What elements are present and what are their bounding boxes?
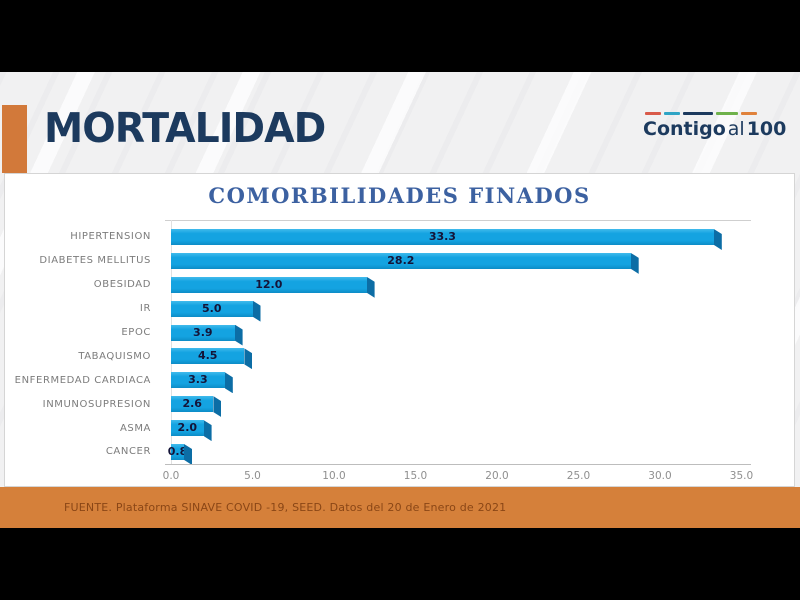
bar-value-label: 4.5 bbox=[197, 349, 218, 363]
bar-zone: 3.9 bbox=[171, 324, 794, 341]
slide-content-area: MORTALIDAD Contigo al 100 COMORBILIDADES F… bbox=[0, 72, 800, 528]
category-label: OBESIDAD bbox=[93, 279, 151, 291]
chart-row: ASMA 2.0 bbox=[5, 416, 794, 440]
bar-zone: 28.2 bbox=[171, 252, 794, 269]
contigo-al-100-logo: Contigo al 100 bbox=[643, 112, 786, 140]
bar-value-label: 12.0 bbox=[255, 277, 283, 291]
bar-zone: 33.3 bbox=[171, 228, 794, 245]
bar-zone: 5.0 bbox=[171, 300, 794, 317]
category-label: DIABETES MELLITUS bbox=[39, 255, 151, 267]
x-tick-label: 5.0 bbox=[244, 470, 261, 482]
chart-rows: HIPERTENSION 33.3 DIABETES MELLITUS 28.2 OBE… bbox=[5, 225, 794, 464]
chart-row: EPOC 3.9 bbox=[5, 321, 794, 345]
bar-zone: 2.0 bbox=[171, 420, 794, 437]
x-tick-label: 10.0 bbox=[322, 470, 346, 482]
bar-value-label: 28.2 bbox=[387, 253, 415, 267]
x-tick-label: 0.0 bbox=[162, 470, 180, 482]
category-label: INMUNOSUPRESION bbox=[42, 398, 151, 410]
page-title: MORTALIDAD bbox=[44, 104, 326, 152]
bar: 3.3 bbox=[171, 372, 225, 389]
logo-text-100: 100 bbox=[746, 118, 787, 140]
x-axis-ticks: 0.0 5.0 10.0 15.0 20.0 25.0 30.0 35.0 bbox=[5, 470, 794, 484]
x-tick-label: 15.0 bbox=[403, 470, 428, 482]
bar-value-label: 3.3 bbox=[188, 373, 208, 387]
bar-value-label: 3.9 bbox=[193, 325, 213, 339]
logo-dash-red bbox=[645, 112, 661, 115]
chart-title: COMORBILIDADES FINADOS bbox=[208, 183, 591, 208]
bar-value-label: 33.3 bbox=[428, 229, 456, 243]
source-note: FUENTE. Plataforma SINAVE COVID -19, SEE… bbox=[64, 501, 507, 514]
logo-dashes-decoration bbox=[645, 112, 768, 115]
logo-text-al: al bbox=[727, 118, 745, 140]
bar: 5.0 bbox=[171, 300, 253, 317]
footer-band: FUENTE. Plataforma SINAVE COVID -19, SEE… bbox=[0, 487, 800, 528]
bar-value-label: 5.0 bbox=[202, 301, 222, 315]
x-tick-label: 25.0 bbox=[566, 470, 591, 482]
category-label: ASMA bbox=[119, 422, 151, 434]
chart-row: INMUNOSUPRESION 2.6 bbox=[5, 392, 794, 416]
logo-text: Contigo al 100 bbox=[643, 118, 786, 140]
chart-row: IR 5.0 bbox=[5, 297, 794, 321]
category-label: ENFERMEDAD CARDIACA bbox=[14, 374, 151, 386]
category-label: CANCER bbox=[105, 446, 151, 458]
bar-value-label: 0.8 bbox=[167, 444, 188, 458]
bar: 28.2 bbox=[171, 252, 631, 269]
bar-zone: 12.0 bbox=[171, 276, 794, 293]
bar: 33.3 bbox=[171, 228, 714, 245]
bar: 2.0 bbox=[171, 420, 204, 437]
bar-value-label: 2.0 bbox=[177, 421, 198, 435]
logo-dash-green bbox=[716, 112, 738, 115]
x-tick-label: 20.0 bbox=[485, 470, 509, 482]
plot-area-left-border bbox=[171, 220, 172, 464]
chart-row: DIABETES MELLITUS 28.2 bbox=[5, 249, 794, 273]
orange-accent-block bbox=[2, 105, 27, 173]
chart-row: OBESIDAD 12.0 bbox=[5, 273, 794, 297]
category-label: TABAQUISMO bbox=[78, 350, 151, 362]
x-tick-label: 35.0 bbox=[729, 470, 754, 482]
category-label: EPOC bbox=[121, 327, 151, 338]
category-label: IR bbox=[139, 303, 151, 315]
bar: 3.9 bbox=[171, 324, 235, 341]
bar-zone: 3.3 bbox=[171, 372, 794, 389]
bar-zone: 2.6 bbox=[171, 396, 794, 413]
plot-area-top-border bbox=[165, 220, 751, 221]
x-axis-line bbox=[165, 464, 751, 465]
logo-dash-teal bbox=[664, 112, 680, 115]
logo-text-contigo: Contigo bbox=[643, 118, 726, 140]
x-tick-label: 30.0 bbox=[648, 470, 672, 482]
chart-row: ENFERMEDAD CARDIACA 3.3 bbox=[5, 368, 794, 392]
bar: 0.8 bbox=[168, 443, 187, 460]
bar-zone: 4.5 bbox=[171, 348, 794, 365]
chart-panel: COMORBILIDADES FINADOS HIPERTENSION 33.3 D… bbox=[4, 173, 795, 487]
chart-row: TABAQUISMO 4.5 bbox=[5, 344, 794, 368]
category-label: HIPERTENSION bbox=[70, 231, 151, 243]
bar-value-label: 2.6 bbox=[182, 397, 202, 411]
chart-row: CANCER 0.8 bbox=[5, 440, 794, 464]
logo-dash-orange bbox=[741, 112, 757, 115]
bar: 4.5 bbox=[171, 348, 245, 365]
chart-row: HIPERTENSION 33.3 bbox=[5, 225, 794, 249]
bar: 12.0 bbox=[171, 276, 367, 293]
bar-zone: 0.8 bbox=[168, 443, 794, 460]
bar: 2.6 bbox=[171, 396, 214, 413]
logo-dash-navy bbox=[683, 112, 713, 115]
